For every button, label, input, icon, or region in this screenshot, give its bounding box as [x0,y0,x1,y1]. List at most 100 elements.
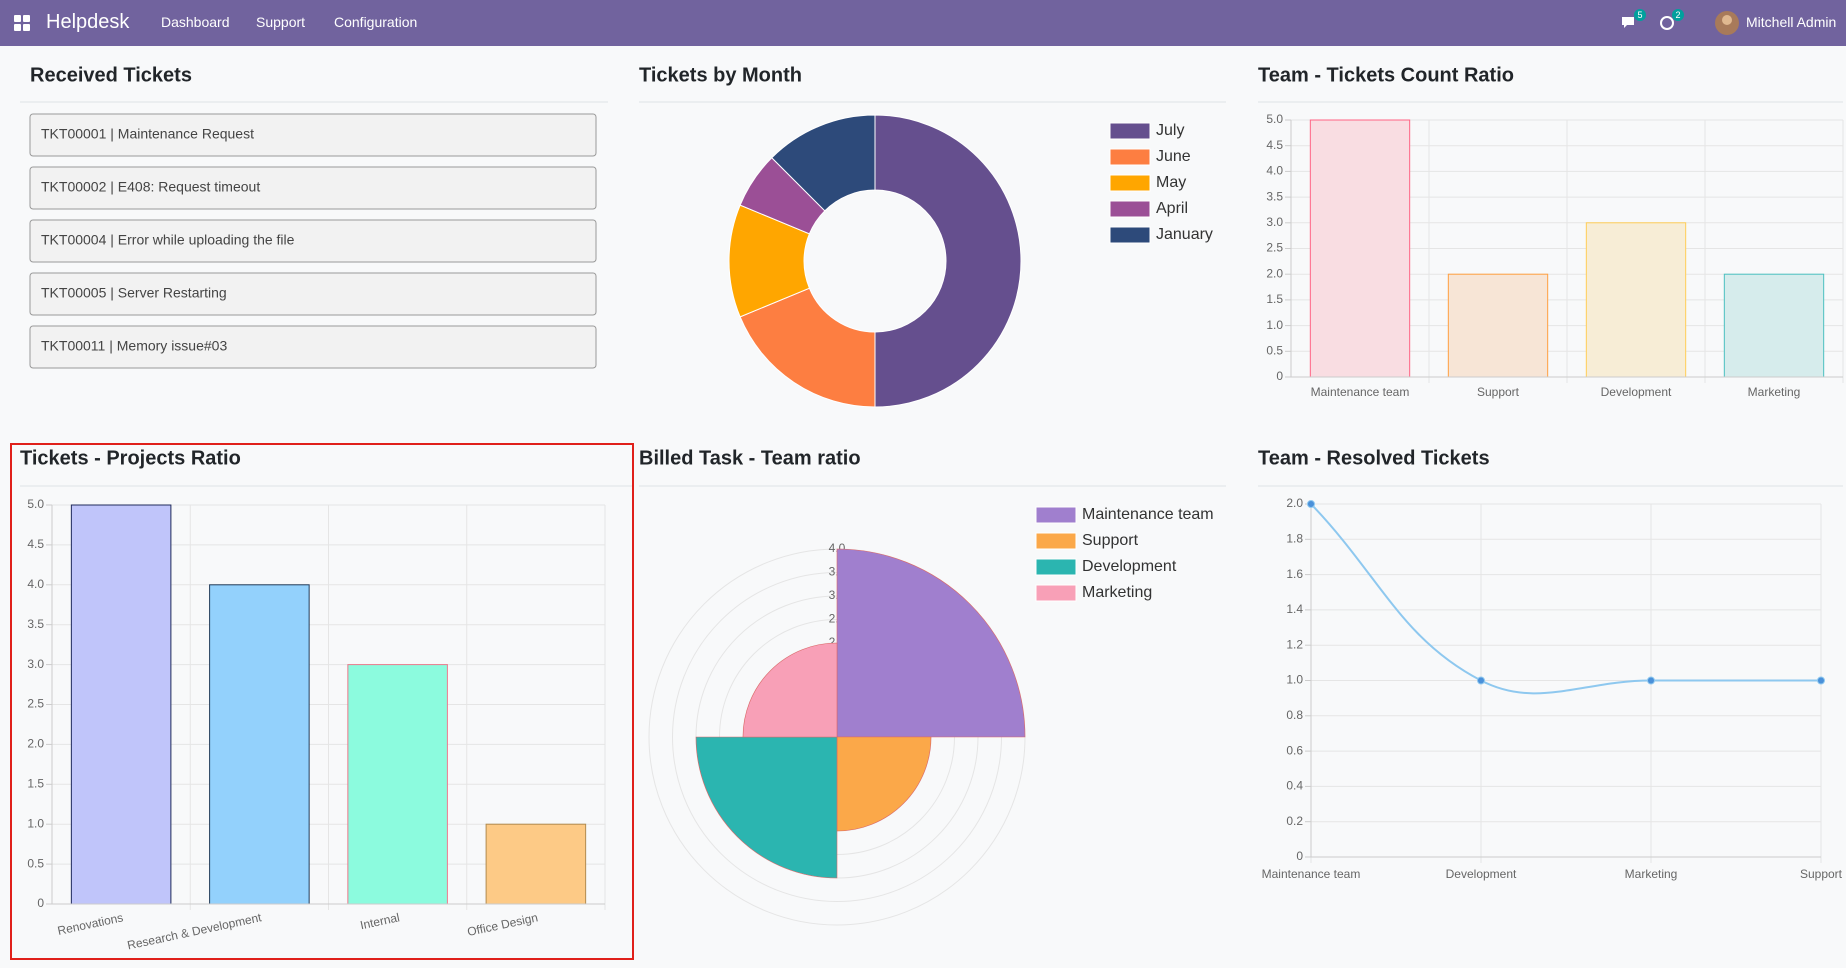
menu-item[interactable]: Configuration [334,14,418,30]
avatar[interactable] [1714,10,1740,36]
bar [1585,222,1687,378]
y-tick-label: 3.5 [27,617,44,631]
y-tick-label: 1.0 [1266,318,1283,332]
y-tick-label: 1.0 [27,816,44,830]
y-tick-label: 2.0 [1266,266,1283,280]
activities-icon[interactable] [1659,14,1677,32]
y-tick-label: 3.0 [1266,215,1283,229]
y-tick-label: 0.5 [1266,343,1283,357]
y-tick-label: 1.4 [1286,602,1303,616]
doughnut-slice [874,114,1022,408]
ticket-label: TKT00002 | E408: Request timeout [41,179,260,195]
legend-label: July [1156,122,1184,139]
ticket-item[interactable] [29,166,597,210]
legend-label: April [1156,200,1188,217]
legend-label: June [1156,148,1191,165]
polar-wedge [695,736,838,879]
x-tick-label: Development [1601,385,1672,399]
bar [70,504,172,905]
y-tick-label: 4.0 [1266,164,1283,178]
y-tick-label: 0.5 [27,856,44,870]
legend-label: Maintenance team [1082,506,1214,523]
ticket-item[interactable] [29,219,597,263]
legend-label: Development [1082,558,1177,575]
ticket-label: TKT00005 | Server Restarting [41,285,227,301]
y-tick-label: 1.6 [1286,567,1303,581]
selection-outline [10,443,634,960]
chart-title: Tickets by Month [639,64,802,86]
x-tick-label: Support [1800,867,1843,881]
x-tick-label: Office Design [466,910,539,939]
ticket-item[interactable] [29,272,597,316]
y-tick-label: 1.0 [1286,673,1303,687]
ticket-item[interactable] [29,325,597,369]
legend-swatch [1109,200,1151,218]
legend-swatch [1109,148,1151,166]
y-tick-label: 0.4 [1286,779,1303,793]
line-point [1817,676,1825,685]
bar [1447,273,1549,378]
menu-item[interactable]: Support [256,14,306,30]
apps-icon[interactable] [14,15,30,31]
x-tick-label: Internal [359,910,401,932]
user-name[interactable]: Mitchell Admin [1746,14,1837,30]
messages-icon[interactable] [1620,15,1638,31]
y-tick-label: 5.0 [1266,112,1283,126]
y-tick-label: 4.5 [27,537,44,551]
x-tick-label: Marketing [1748,385,1801,399]
legend-label: Marketing [1082,584,1152,601]
x-tick-label: Renovations [56,910,124,938]
y-tick-label: 0.6 [1286,743,1303,757]
doughnut-slice [771,114,876,212]
chart-title: Team - Resolved Tickets [1258,447,1490,469]
polar-wedge [836,736,932,832]
y-tick-label: 4.0 [27,577,44,591]
chart-title: Team - Tickets Count Ratio [1258,64,1514,86]
navbar: Helpdesk Dashboard Support Configuration… [0,0,1846,46]
bar [209,584,310,905]
legend-swatch [1035,532,1077,550]
y-tick-label: 2.5 [1266,241,1283,255]
line-series [1310,503,1821,695]
y-tick-label: 1.2 [1286,637,1303,651]
y-tick-label: 0 [1276,369,1283,383]
ticket-label: TKT00004 | Error while uploading the fil… [41,232,295,248]
x-tick-label: Maintenance team [1311,385,1410,399]
x-tick-label: Research & Development [126,910,263,952]
app-name[interactable]: Helpdesk [46,11,130,33]
ticket-label: TKT00001 | Maintenance Request [41,126,254,142]
legend-label: May [1156,174,1186,191]
legend-swatch [1035,558,1077,576]
legend-swatch [1035,506,1077,524]
x-tick-label: Support [1477,385,1520,399]
line-point [1647,676,1655,685]
x-tick-label: Development [1446,867,1517,881]
legend-label: January [1156,226,1213,243]
legend-label: Support [1082,532,1139,549]
polar-wedge [836,548,1026,738]
y-tick-label: 0 [37,896,44,910]
bar [347,664,448,905]
messages-badge: 5 [1634,9,1646,21]
ticket-item[interactable] [29,113,597,157]
panel-title: Received Tickets [30,64,192,86]
menu-item[interactable]: Dashboard [161,14,230,30]
y-tick-label: 2.0 [1286,496,1303,510]
activities-badge: 2 [1672,9,1684,21]
chart-title: Billed Task - Team ratio [639,447,861,469]
y-tick-label: 3.5 [1266,189,1283,203]
y-tick-label: 5.0 [27,497,44,511]
bar [1309,119,1411,378]
y-tick-label: 2.5 [27,697,44,711]
y-tick-label: 0.2 [1286,814,1303,828]
legend-swatch [1109,226,1151,244]
legend-swatch [1109,174,1151,192]
legend-swatch [1109,122,1151,140]
legend-swatch [1035,584,1077,602]
line-point [1477,676,1485,685]
bar [1723,273,1825,378]
doughnut-slice [739,287,876,408]
line-point [1307,500,1315,508]
